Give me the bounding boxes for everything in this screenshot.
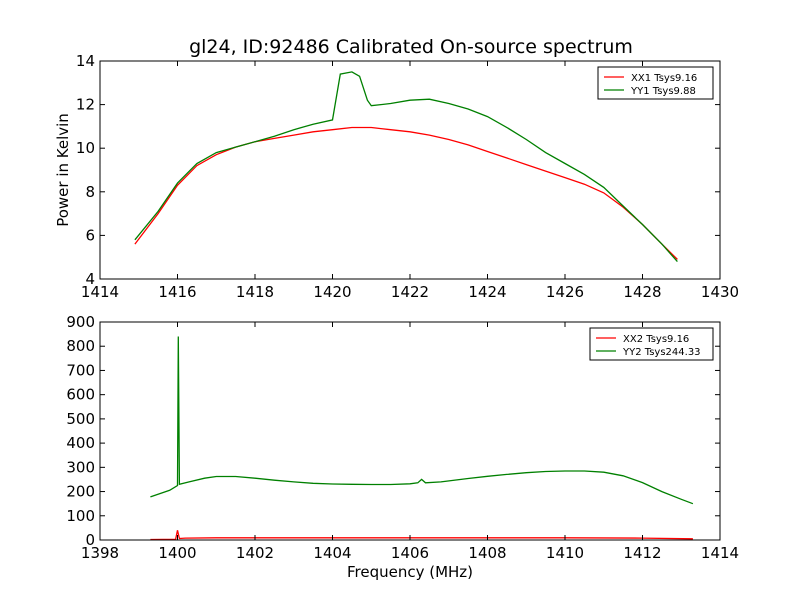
y-tick-label: 10 (76, 139, 95, 157)
y-axis-label: Power in Kelvin (54, 113, 72, 227)
y-tick-label: 8 (85, 183, 95, 201)
y-tick-label: 14 (76, 52, 95, 70)
series-line-xx2 (150, 530, 693, 540)
x-tick-label: 1420 (313, 283, 351, 301)
legend-label: YY2 Tsys244.33 (622, 347, 701, 358)
y-tick-label: 500 (66, 410, 95, 428)
legend: XX1 Tsys9.16 YY1 Tsys9.88 (597, 66, 714, 100)
y-tick-label: 300 (66, 458, 95, 476)
x-tick-label: 1404 (313, 544, 351, 562)
x-tick-label: 1426 (546, 283, 584, 301)
x-tick-label: 1406 (391, 544, 429, 562)
legend-box (597, 66, 714, 100)
figure-title: gl24, ID:92486 Calibrated On-source spec… (189, 36, 633, 58)
legend-label: XX1 Tsys9.16 (631, 73, 697, 84)
x-tick-label: 1410 (546, 544, 584, 562)
y-tick-label: 200 (66, 483, 95, 501)
y-tick-label: 0 (85, 531, 95, 549)
y-tick-label: 100 (66, 507, 95, 525)
x-tick-label: 1400 (158, 544, 196, 562)
x-tick-label: 1414 (701, 544, 739, 562)
x-tick-label: 1430 (701, 283, 739, 301)
legend: XX2 Tsys9.16 YY2 Tsys244.33 (589, 327, 714, 361)
series-group (134, 71, 678, 263)
legend-box (589, 327, 714, 361)
shared-x-axis-label: Frequency (MHz) (347, 563, 473, 581)
legend-label: XX2 Tsys9.16 (623, 334, 689, 345)
x-tick-label: 1414 (81, 283, 119, 301)
y-tick-label: 900 (66, 313, 95, 331)
x-tick-label: 1412 (623, 544, 661, 562)
y-tick-label: 12 (76, 96, 95, 114)
x-tick-label: 1424 (468, 283, 506, 301)
y-tick-label: 600 (66, 386, 95, 404)
x-tick-label: 1416 (158, 283, 196, 301)
x-tick-label: 1428 (623, 283, 661, 301)
series-line-yy1 (134, 71, 678, 263)
series-line-yy2 (150, 336, 694, 505)
x-tick-label: 1408 (468, 544, 506, 562)
x-tick-label: 1402 (236, 544, 274, 562)
y-tick-label: 700 (66, 361, 95, 379)
bottom-spectrum-chart: 1398 1400 1402 1404 1406 1408 1410 1412 1414 0 100… (66, 313, 739, 562)
y-tick-label: 4 (85, 270, 95, 288)
legend-label: YY1 Tsys9.88 (630, 86, 696, 97)
x-tick-label: 1418 (236, 283, 274, 301)
y-tick-label: 6 (85, 226, 95, 244)
series-line-xx1 (134, 126, 678, 260)
x-tick-label: 1422 (391, 283, 429, 301)
y-tick-label: 400 (66, 434, 95, 452)
x-tick-label: 1398 (81, 544, 119, 562)
top-spectrum-chart: 1414 1416 1418 1420 1422 1424 1426 1428 1430 4 6 8 1… (54, 52, 739, 301)
y-tick-label: 800 (66, 337, 95, 355)
series-group (150, 336, 694, 540)
